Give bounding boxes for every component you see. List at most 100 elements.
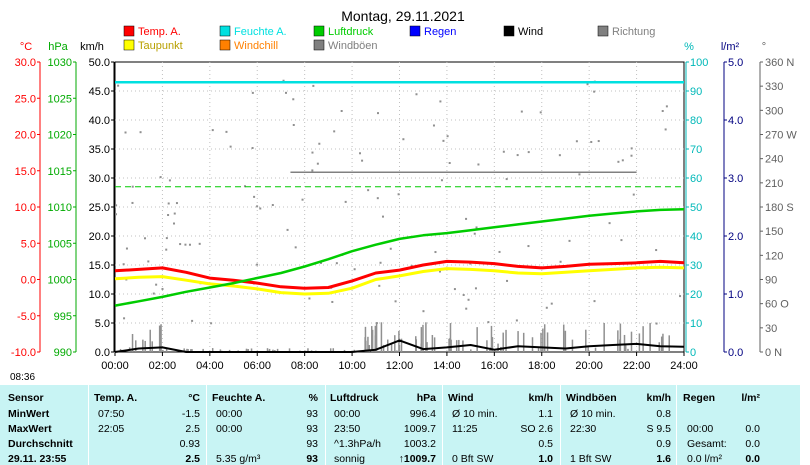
direction-mark	[286, 228, 289, 231]
direction-mark	[389, 247, 392, 250]
direction-mark	[520, 110, 523, 113]
direction-mark	[527, 245, 530, 248]
cell-gust-value: 0.9	[656, 438, 671, 450]
direction-mark	[453, 288, 456, 291]
direction-mark	[188, 243, 191, 246]
direction-mark	[316, 162, 319, 165]
cell-wind-value: SO 2.6	[520, 423, 553, 435]
gust-bar	[425, 322, 427, 352]
direction-mark	[378, 284, 381, 287]
direction-mark	[243, 185, 246, 188]
cell-hum-time: 00:00	[216, 408, 243, 420]
pressure_hpa-tick-label: 990	[54, 347, 72, 359]
direction_deg-tick-label: 360 N	[765, 57, 794, 69]
gust-bar	[431, 334, 434, 352]
gust-bar	[448, 338, 450, 352]
row-label: Durchschnitt	[8, 438, 73, 450]
humidity_pct-tick-label: 10	[690, 318, 702, 330]
gust-bar	[400, 338, 403, 352]
direction-mark	[122, 263, 125, 266]
cell-press-value: 1009.7	[403, 423, 436, 435]
direction-mark	[438, 270, 441, 273]
direction-mark	[225, 130, 228, 133]
cell-temp-value: 2.5	[185, 453, 200, 465]
humidity_pct-tick-label: 40	[690, 231, 702, 243]
cell-rain-value: 0.0	[745, 453, 760, 465]
gust-bar	[272, 349, 274, 352]
direction-mark	[284, 91, 287, 94]
rain_lm2-tick-label: 1.0	[728, 289, 743, 301]
gust-bar	[476, 327, 478, 352]
gust-bar	[144, 340, 146, 352]
direction-mark	[159, 176, 162, 179]
direction-mark	[353, 268, 356, 271]
direction-mark	[432, 124, 435, 127]
gust-bar	[368, 345, 371, 352]
legend-label: Windböen	[328, 40, 378, 52]
x-tick-label: 06:00	[243, 360, 271, 372]
direction_deg-tick-label: 0 N	[765, 347, 782, 359]
gust-bar	[624, 344, 627, 352]
humidity_pct-unit-label: %	[684, 41, 694, 53]
x-axis: 00:00 02:00 04:00 06:00 08:00 10:00 12:00 14:00…	[101, 352, 698, 372]
table-divider	[325, 385, 326, 465]
direction-mark	[410, 264, 413, 267]
header-hum: Feuchte A.	[212, 392, 266, 404]
direction-mark	[665, 105, 668, 108]
direction_deg-tick-label: 300	[765, 105, 783, 117]
cell-rain-time: 0.0 l/m²	[687, 453, 723, 465]
gust-bar	[531, 337, 534, 352]
legend-label: Luftdruck	[328, 26, 374, 38]
current-time: 08:36	[10, 372, 36, 383]
header-rain-unit: l/m²	[741, 392, 760, 404]
cell-gust-value: S 9.5	[646, 423, 671, 435]
gust-bar	[288, 348, 291, 352]
gust-bar	[343, 349, 346, 352]
header-sensor: Sensor	[8, 392, 44, 404]
legend-label: Windchill	[234, 40, 278, 52]
gust-bar	[191, 349, 193, 352]
gust-bar	[571, 339, 574, 352]
gust-bar	[131, 333, 134, 352]
rain_lm2-tick-label: 4.0	[728, 115, 743, 127]
direction-mark	[442, 139, 445, 142]
gust-bar	[619, 323, 622, 352]
direction-mark	[210, 322, 213, 325]
gust-bar	[307, 348, 309, 352]
direction-mark	[175, 202, 178, 205]
direction-mark	[439, 100, 442, 103]
direction-mark	[527, 151, 530, 154]
direction_deg-tick-label: 30	[765, 323, 777, 335]
direction-mark	[311, 169, 314, 172]
direction-mark	[664, 128, 667, 131]
cell-wind-time: Ø 10 min.	[452, 408, 498, 420]
cell-hum-value: 93	[306, 408, 318, 420]
header-hum-unit: %	[308, 392, 318, 404]
direction-mark	[340, 110, 343, 113]
direction-mark	[550, 302, 553, 305]
cell-gust-time: 22:30	[570, 423, 597, 435]
legend-swatch	[123, 25, 135, 37]
direction-mark	[191, 319, 194, 322]
x-tick-label: 12:00	[386, 360, 414, 372]
direction-mark	[131, 201, 134, 204]
direction-mark	[394, 300, 397, 303]
wind_kmh-tick-label: 35.0	[89, 144, 110, 156]
cell-gust-time: Ø 10 min.	[570, 408, 616, 420]
direction-mark	[168, 179, 171, 182]
pressure_hpa-tick-label: 1030	[48, 57, 72, 69]
direction-mark	[498, 250, 501, 253]
table-divider	[560, 385, 561, 465]
direction-mark	[361, 159, 364, 162]
gust-bar	[505, 329, 507, 352]
direction-mark	[515, 319, 518, 322]
cell-wind-time: 11:25	[452, 423, 478, 435]
direction-mark	[578, 173, 581, 176]
gust-bar	[390, 344, 393, 352]
cell-press-time: 00:00	[334, 408, 361, 420]
gust-bar	[630, 331, 633, 352]
gust-bar	[546, 332, 549, 352]
legend-swatch	[219, 25, 231, 37]
direction-mark	[379, 261, 382, 264]
gust-bar	[202, 348, 204, 352]
